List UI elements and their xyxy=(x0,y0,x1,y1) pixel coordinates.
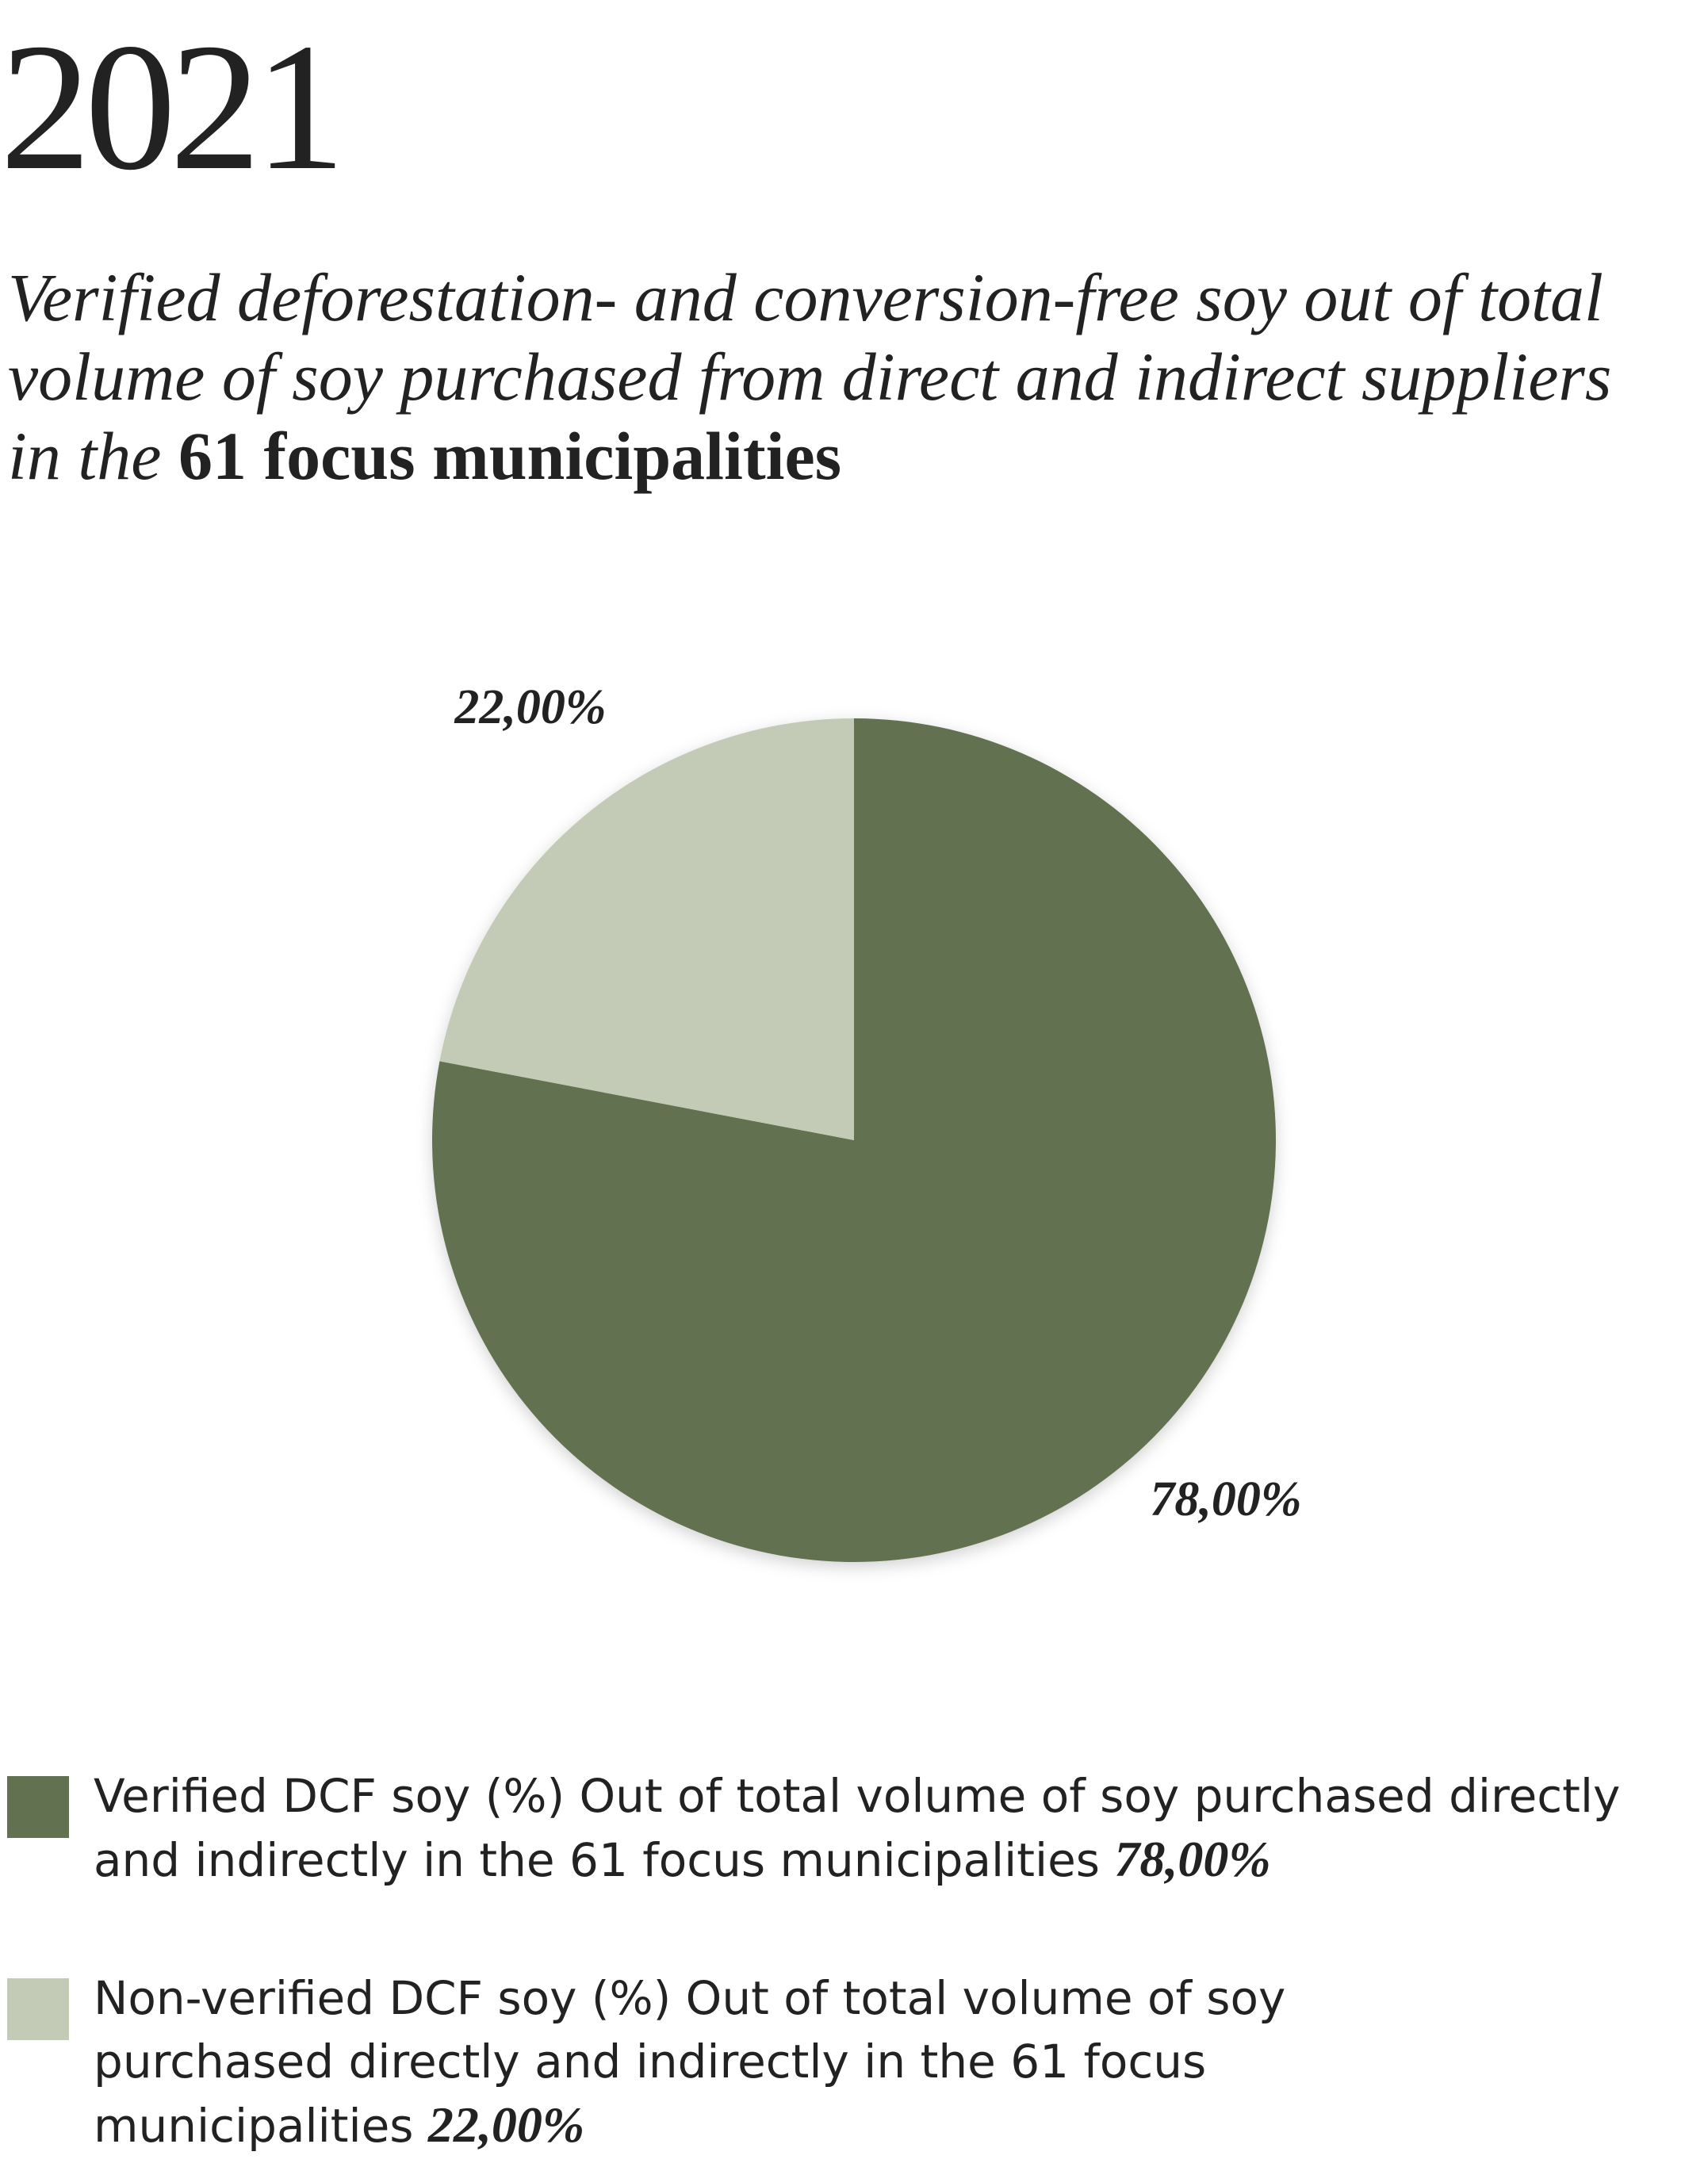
data-label: 22,00% xyxy=(454,680,606,734)
subtitle-emphasis: 61 focus municipalities xyxy=(178,418,842,494)
subtitle-text: Verified deforestation- and conversion-f… xyxy=(8,259,1612,494)
legend-label: Verified DCF soy (%) Out of total volume… xyxy=(94,1769,1621,1887)
legend-text: Verified DCF soy (%) Out of total volume… xyxy=(94,1764,1648,1892)
legend-swatch xyxy=(7,1978,69,2040)
chart: 78,00% 22,00% xyxy=(431,680,1302,1562)
chart-title: 2021 xyxy=(0,6,346,208)
legend-value: 22,00% xyxy=(427,2096,585,2153)
legend-text: Non-verified DCF soy (%) Out of total vo… xyxy=(94,1966,1457,2157)
data-label: 78,00% xyxy=(1150,1472,1301,1526)
legend-label: Non-verified DCF soy (%) Out of total vo… xyxy=(94,1971,1286,2153)
legend-swatch xyxy=(7,1776,69,1838)
pie xyxy=(431,718,1277,1562)
pie-slice xyxy=(439,718,854,1140)
chart-subtitle: Verified deforestation- and conversion-f… xyxy=(8,258,1641,496)
legend-value: 78,00% xyxy=(1114,1831,1271,1887)
